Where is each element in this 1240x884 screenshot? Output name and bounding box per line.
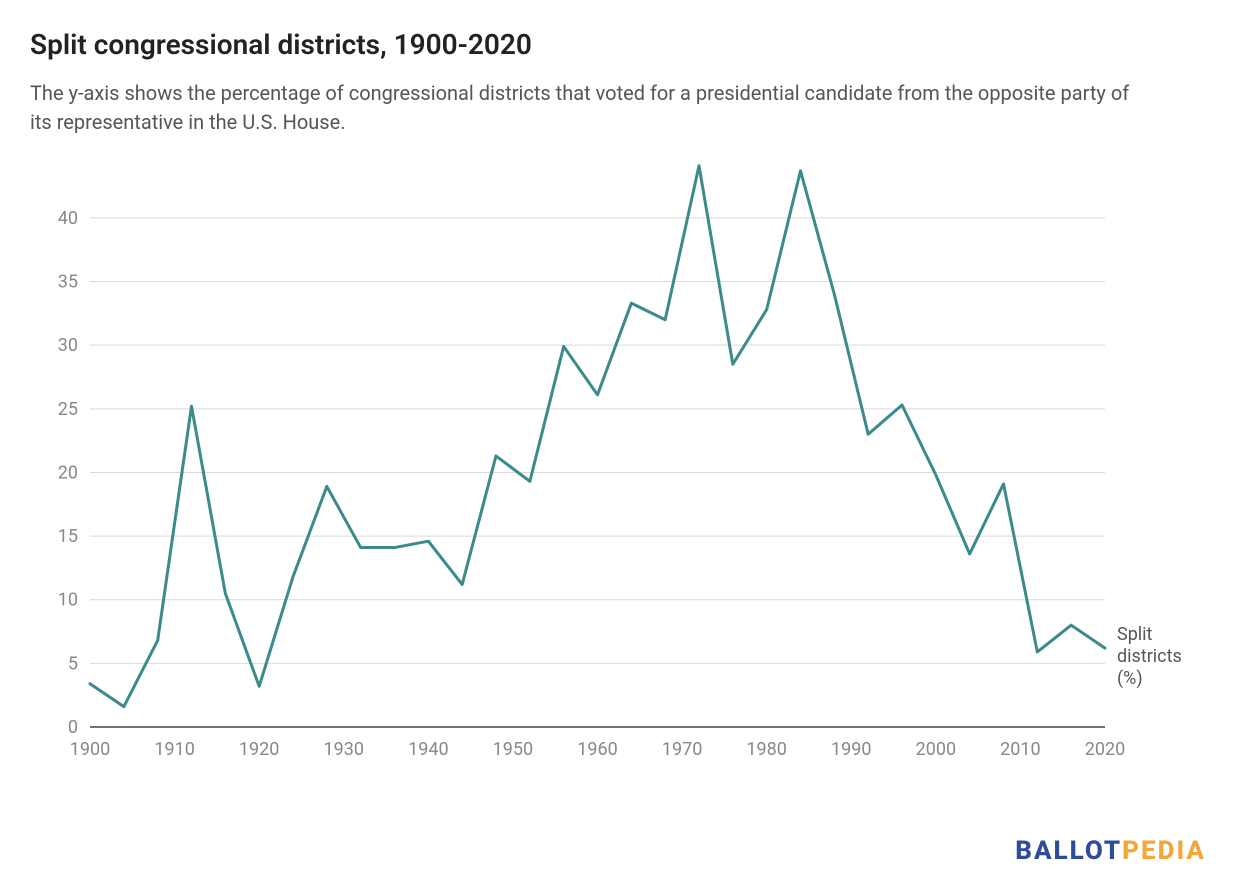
x-tick-label: 1990 <box>831 739 871 760</box>
logo-part-2: PEDIA <box>1122 836 1206 866</box>
x-tick-label: 2020 <box>1085 739 1125 760</box>
y-tick-label: 25 <box>58 399 78 420</box>
series-label: (%) <box>1117 668 1143 689</box>
y-tick-label: 30 <box>58 335 78 356</box>
chart-subtitle: The y-axis shows the percentage of congr… <box>30 79 1130 137</box>
y-tick-label: 0 <box>68 717 78 738</box>
series-label: districts <box>1117 646 1182 667</box>
x-tick-label: 1940 <box>408 739 448 760</box>
chart-area: 0 5 10 15 20 25 30 35 40 1900 1910 1920 1930 1940 1950… <box>30 147 1210 787</box>
x-tick-label: 1910 <box>154 739 194 760</box>
x-tick-label: 2000 <box>916 739 956 760</box>
x-tick-label: 1900 <box>70 739 110 760</box>
x-tick-label: 1980 <box>746 739 786 760</box>
ballotpedia-logo: BALLOTPEDIA <box>1015 836 1206 866</box>
x-tick-label: 1950 <box>493 739 533 760</box>
logo-part-1: BALLOT <box>1015 836 1122 866</box>
series-line <box>90 166 1105 707</box>
y-tick-label: 35 <box>58 272 78 293</box>
line-chart-svg: 0 5 10 15 20 25 30 35 40 1900 1910 1920 1930 1940 1950… <box>30 147 1210 787</box>
y-tick-label: 40 <box>58 208 78 229</box>
chart-container: Split congressional districts, 1900-2020… <box>0 0 1240 884</box>
x-tick-label: 1960 <box>577 739 617 760</box>
y-tick-label: 5 <box>68 653 78 674</box>
chart-title: Split congressional districts, 1900-2020 <box>30 28 1210 61</box>
x-tick-label: 1970 <box>662 739 702 760</box>
x-tick-label: 2010 <box>1000 739 1040 760</box>
x-tick-label: 1930 <box>324 739 364 760</box>
x-tick-label: 1920 <box>239 739 279 760</box>
y-tick-label: 10 <box>58 590 78 611</box>
y-tick-label: 15 <box>58 526 78 547</box>
series-label: Split <box>1117 624 1153 645</box>
y-tick-label: 20 <box>58 462 78 483</box>
